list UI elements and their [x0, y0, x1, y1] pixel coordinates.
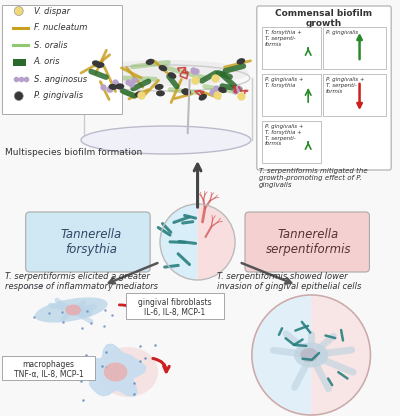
FancyBboxPatch shape [262, 121, 321, 163]
Text: Tannerella
serpentiformis: Tannerella serpentiformis [266, 228, 351, 256]
FancyBboxPatch shape [257, 6, 391, 170]
Text: P. gingivalis +
T. forsythia: P. gingivalis + T. forsythia [265, 77, 303, 88]
Ellipse shape [65, 305, 81, 315]
Polygon shape [82, 344, 146, 396]
Ellipse shape [155, 84, 164, 90]
Ellipse shape [116, 84, 124, 89]
FancyBboxPatch shape [323, 74, 386, 116]
Ellipse shape [135, 91, 144, 97]
Text: F. nucleatum: F. nucleatum [34, 23, 87, 32]
Text: T. serpentiformis mitigated the
growth-promoting effect of P.
gingivalis: T. serpentiformis mitigated the growth-p… [259, 168, 368, 188]
Text: gingival fibroblasts
IL-6, IL-8, MCP-1: gingival fibroblasts IL-6, IL-8, MCP-1 [138, 298, 212, 317]
Text: T. serpentiformis showed lower
invasion of gingival epithelial cells: T. serpentiformis showed lower invasion … [217, 272, 362, 291]
Ellipse shape [156, 90, 165, 97]
Text: macrophages
TNF-α, IL-8, MCP-1: macrophages TNF-α, IL-8, MCP-1 [14, 360, 83, 379]
Ellipse shape [294, 342, 328, 367]
FancyBboxPatch shape [2, 356, 95, 380]
Text: A. oris: A. oris [34, 57, 60, 67]
Text: S. anginosus: S. anginosus [34, 74, 87, 84]
Wedge shape [253, 296, 311, 414]
Wedge shape [311, 296, 370, 414]
Ellipse shape [83, 60, 249, 86]
Wedge shape [198, 204, 235, 280]
Text: P. gingivalis +
T. forsythia +
T. serpenti-
formis: P. gingivalis + T. forsythia + T. serpen… [265, 124, 303, 146]
FancyBboxPatch shape [262, 27, 321, 69]
Ellipse shape [168, 72, 176, 79]
Text: P. gingivalis +
T. serpenti-
formis: P. gingivalis + T. serpenti- formis [326, 77, 364, 94]
Ellipse shape [218, 87, 227, 93]
Text: S. oralis: S. oralis [34, 40, 67, 50]
FancyBboxPatch shape [2, 5, 122, 114]
FancyBboxPatch shape [245, 212, 370, 272]
FancyBboxPatch shape [262, 74, 321, 116]
Polygon shape [82, 344, 146, 396]
Text: Tannerella
forsythia: Tannerella forsythia [60, 228, 122, 256]
Text: Commensal biofilm
growth: Commensal biofilm growth [276, 9, 372, 28]
FancyBboxPatch shape [126, 293, 224, 319]
Ellipse shape [146, 59, 154, 65]
Text: T. forsythia +
T. serpenti-
formis: T. forsythia + T. serpenti- formis [265, 30, 302, 47]
Ellipse shape [181, 89, 190, 95]
Ellipse shape [159, 65, 167, 71]
Text: P. gingivalis: P. gingivalis [34, 92, 83, 101]
Ellipse shape [108, 84, 117, 90]
Ellipse shape [300, 348, 318, 362]
Ellipse shape [99, 347, 158, 397]
Text: Multispecies biofilm formation: Multispecies biofilm formation [5, 148, 142, 157]
Bar [13, 59, 26, 65]
Wedge shape [160, 204, 198, 280]
FancyBboxPatch shape [323, 27, 386, 69]
Circle shape [14, 92, 23, 101]
Ellipse shape [34, 297, 108, 323]
Text: P. gingivalis: P. gingivalis [326, 30, 358, 35]
Ellipse shape [92, 60, 101, 67]
FancyBboxPatch shape [26, 212, 150, 272]
Circle shape [14, 7, 23, 15]
Text: V. dispar: V. dispar [34, 7, 70, 15]
Ellipse shape [199, 94, 207, 101]
Ellipse shape [183, 88, 191, 95]
Ellipse shape [96, 62, 104, 68]
Ellipse shape [236, 58, 245, 64]
Text: T. serpentiformis elicited a greater
response of inflammatory mediators: T. serpentiformis elicited a greater res… [5, 272, 158, 291]
Ellipse shape [81, 126, 251, 154]
Ellipse shape [104, 362, 128, 381]
